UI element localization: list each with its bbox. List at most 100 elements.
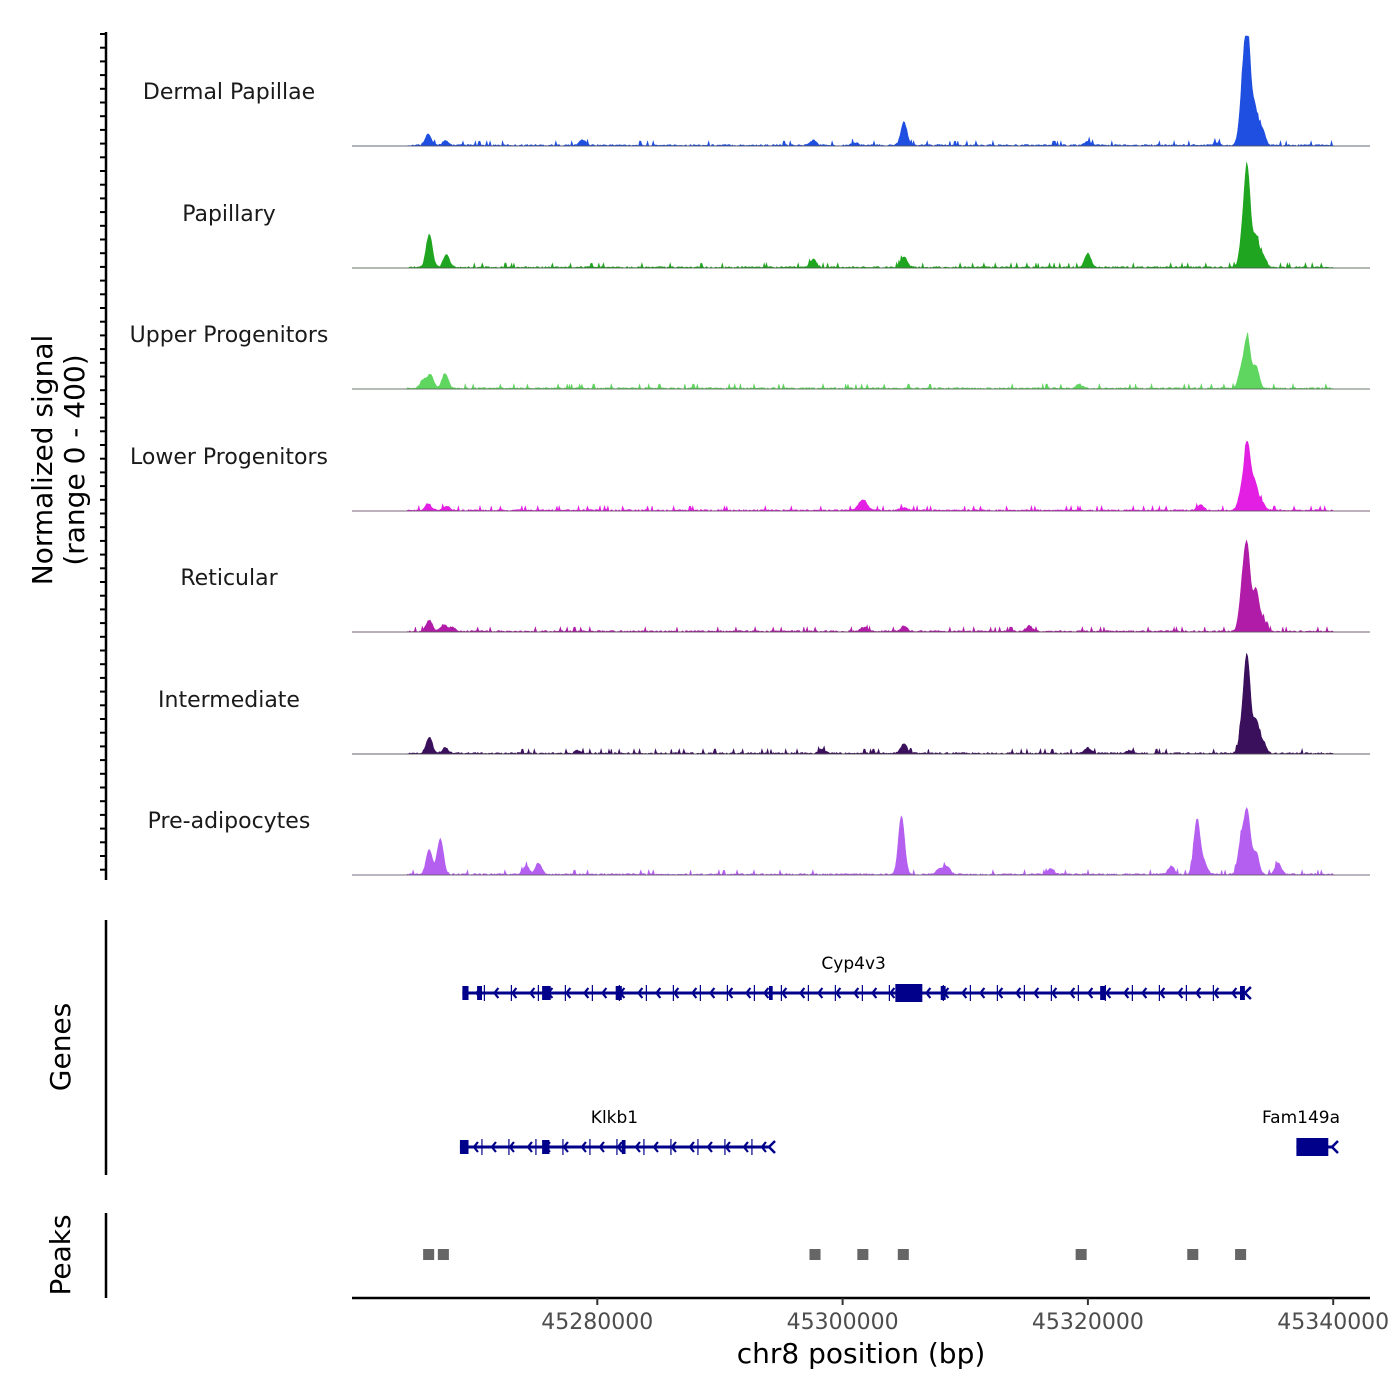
exon <box>615 986 622 1000</box>
exon <box>477 986 483 1000</box>
strand-arrow <box>1140 987 1148 999</box>
track-label: Pre-adipocytes <box>148 809 311 834</box>
strand-arrow <box>1014 987 1022 999</box>
strand-arrow <box>1243 986 1252 1000</box>
strand-arrow <box>492 987 500 999</box>
strand-arrow <box>996 987 1004 999</box>
exon <box>621 1140 626 1154</box>
x-axis-ticks: 45280000 45300000 45320000 45340000 <box>541 1298 1389 1335</box>
strand-arrow <box>834 987 842 999</box>
track-upper-progenitors: Upper Progenitors <box>130 323 1370 390</box>
track-dermal-papillae: Dermal Papillae <box>143 35 1370 147</box>
strand-arrow <box>616 1141 623 1153</box>
strand-arrow <box>1330 1140 1339 1154</box>
strand-arrow <box>762 987 770 999</box>
track-pre-adipocytes: Pre-adipocytes <box>148 807 1370 876</box>
strand-arrow <box>706 1141 713 1153</box>
strand-arrow <box>960 987 968 999</box>
strand-arrow <box>654 987 662 999</box>
track-lower-progenitors: Lower Progenitors <box>130 441 1370 512</box>
strand-arrow <box>582 987 590 999</box>
exon <box>940 986 946 1000</box>
track-label: Intermediate <box>158 688 300 713</box>
strand-arrow <box>600 987 608 999</box>
strand-arrow <box>726 987 734 999</box>
peak-markers <box>423 1249 1247 1260</box>
y-axis-title: Normalized signal (range 0 - 400) <box>26 335 91 586</box>
strand-arrow <box>744 987 752 999</box>
strand-arrow <box>672 987 680 999</box>
strand-arrow <box>652 1141 659 1153</box>
track-label: Lower Progenitors <box>130 445 328 470</box>
strand-arrow <box>690 987 698 999</box>
coverage-signal <box>352 441 1370 512</box>
exon <box>459 1140 469 1154</box>
strand-arrow <box>490 1141 497 1153</box>
strand-arrow <box>724 1141 731 1153</box>
gene-label: Klkb1 <box>591 1108 638 1128</box>
strand-arrow <box>978 987 986 999</box>
y-axis-title-line1: Normalized signal <box>26 335 59 586</box>
exon <box>1239 986 1245 1000</box>
gene-label: Cyp4v3 <box>821 954 885 974</box>
coverage-signal <box>352 807 1370 876</box>
gene-klkb1: Klkb1 <box>459 1108 776 1155</box>
exon <box>769 986 773 1000</box>
track-label: Reticular <box>180 566 278 591</box>
strand-arrow <box>564 987 572 999</box>
strand-arrow <box>816 987 824 999</box>
coverage-signal <box>352 332 1370 390</box>
strand-arrow <box>634 1141 641 1153</box>
strand-arrow <box>760 1141 767 1153</box>
exon <box>1296 1138 1329 1156</box>
peak <box>897 1249 909 1260</box>
track-label: Papillary <box>182 202 276 227</box>
gene-label: Fam149a <box>1262 1108 1340 1128</box>
strand-arrow <box>526 1141 533 1153</box>
coverage-y-ticks <box>100 33 106 871</box>
strand-arrow <box>1194 987 1202 999</box>
x-tick-label: 45340000 <box>1277 1310 1389 1335</box>
strand-arrow <box>562 1141 569 1153</box>
strand-arrow <box>1086 987 1094 999</box>
peak <box>1187 1249 1199 1260</box>
exon <box>462 986 469 1000</box>
strand-arrow <box>1158 987 1166 999</box>
strand-arrow <box>508 1141 515 1153</box>
strand-arrow <box>580 1141 587 1153</box>
peak <box>857 1249 869 1260</box>
strand-arrow <box>888 987 896 999</box>
strand-arrow <box>1212 987 1220 999</box>
strand-arrow <box>636 987 644 999</box>
strand-arrow <box>1032 987 1040 999</box>
strand-arrow <box>1050 987 1058 999</box>
peak <box>423 1249 435 1260</box>
coverage-signal <box>352 539 1370 633</box>
y-axis-title-line2: (range 0 - 400) <box>58 354 91 565</box>
x-tick-label: 45280000 <box>541 1310 653 1335</box>
x-tick-label: 45320000 <box>1032 1310 1144 1335</box>
strand-arrow <box>1122 987 1130 999</box>
genes-panel-label: Genes <box>44 1003 77 1091</box>
exon <box>542 1140 550 1154</box>
gene-models: Cyp4v3 Klkb1 Fam149a <box>459 954 1340 1156</box>
peaks-panel-label: Peaks <box>44 1214 77 1295</box>
strand-arrow <box>688 1141 695 1153</box>
x-axis-title: chr8 position (bp) <box>737 1337 986 1370</box>
coverage-tracks: Dermal Papillae Papillary Upper Progenitor… <box>130 35 1370 876</box>
peak <box>437 1249 449 1260</box>
exon <box>1100 986 1106 1000</box>
peak <box>809 1249 821 1260</box>
strand-arrow <box>780 987 788 999</box>
track-reticular: Reticular <box>180 539 1370 633</box>
peak <box>1075 1249 1087 1260</box>
strand-arrow <box>1104 987 1112 999</box>
strand-arrow <box>510 987 518 999</box>
strand-arrow <box>767 1140 776 1154</box>
strand-arrow <box>598 1141 605 1153</box>
strand-arrow <box>1230 987 1238 999</box>
coverage-signal <box>352 653 1370 755</box>
strand-arrow <box>472 1141 479 1153</box>
strand-arrow <box>670 1141 677 1153</box>
